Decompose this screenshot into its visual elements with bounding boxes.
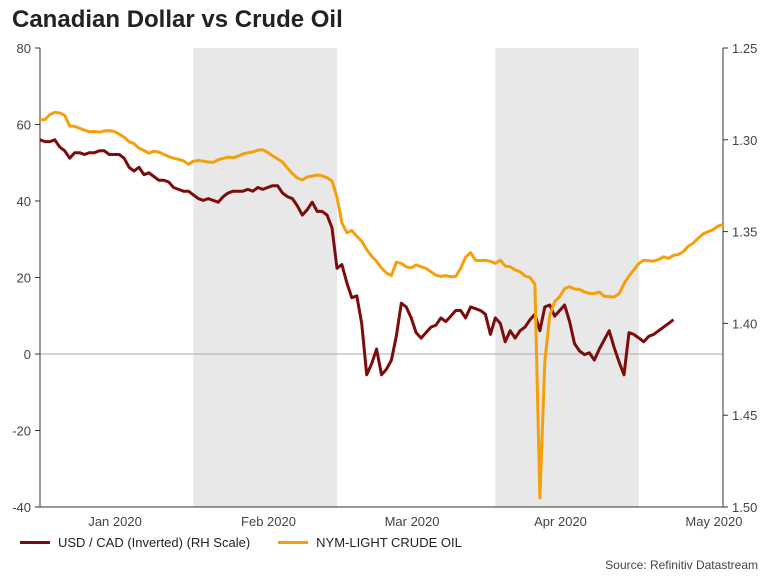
x-tick-label: Mar 2020: [385, 514, 440, 529]
legend-item-usdcad: USD / CAD (Inverted) (RH Scale): [20, 535, 250, 550]
x-tick-label: Jan 2020: [88, 514, 142, 529]
left-tick-label: 80: [17, 41, 31, 56]
x-tick-label: May 2020: [685, 514, 742, 529]
x-tick-label: Feb 2020: [241, 514, 296, 529]
legend-item-oil: NYM-LIGHT CRUDE OIL: [278, 535, 462, 550]
usdcad-line: [39, 138, 675, 377]
legend: USD / CAD (Inverted) (RH Scale) NYM-LIGH…: [20, 535, 490, 550]
legend-label-usdcad: USD / CAD (Inverted) (RH Scale): [58, 535, 251, 550]
legend-swatch-usdcad: [20, 541, 50, 544]
source-note: Source: Refinitiv Datastream: [605, 558, 758, 572]
left-tick-label: 40: [17, 194, 31, 209]
x-tick-label: Apr 2020: [534, 514, 587, 529]
left-tick-label: -40: [12, 500, 31, 515]
left-tick-label: 60: [17, 118, 31, 133]
shaded-period-1: [495, 48, 639, 507]
right-tick-label: 1.25: [732, 41, 757, 56]
right-tick-label: 1.40: [732, 316, 757, 331]
legend-label-oil: NYM-LIGHT CRUDE OIL: [316, 535, 462, 550]
legend-swatch-oil: [278, 541, 309, 544]
left-tick-label: 20: [17, 271, 31, 286]
crude-oil-line: [39, 110, 724, 500]
shaded-period-0: [193, 48, 337, 507]
left-tick-label: -20: [12, 424, 31, 439]
chart-title: Canadian Dollar vs Crude Oil: [12, 6, 343, 33]
right-tick-label: 1.45: [732, 408, 757, 423]
right-tick-label: 1.50: [732, 500, 757, 515]
left-tick-label: 0: [24, 347, 31, 362]
right-tick-label: 1.35: [732, 225, 757, 240]
right-tick-label: 1.30: [732, 133, 757, 148]
